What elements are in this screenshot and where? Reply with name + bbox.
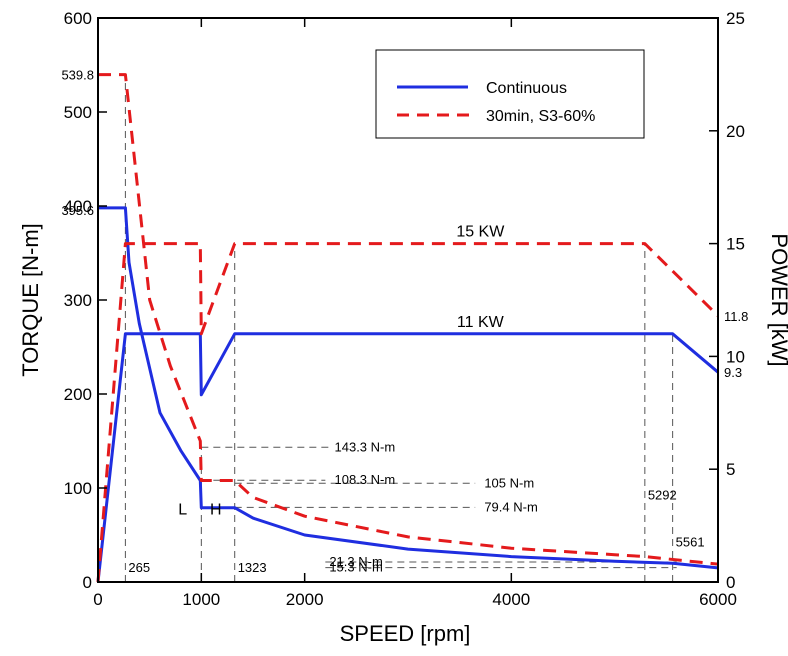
annotation-label: L [178, 501, 187, 518]
annotation-label: 5561 [676, 535, 705, 550]
annotation-label: 15.3 N-m [329, 560, 382, 575]
y-tick-label-right: 20 [726, 122, 745, 141]
y-tick-label-left: 400 [64, 197, 92, 216]
y-axis-title-left: TORQUE [N-m] [18, 223, 43, 377]
y-tick-label-left: 300 [64, 291, 92, 310]
annotation-label: 108.3 N-m [335, 472, 396, 487]
annotation-label: 79.4 N-m [484, 499, 537, 514]
annotation-label: 1323 [238, 560, 267, 575]
series-line-power-30min [96, 242, 720, 583]
y-tick-label-right: 0 [726, 573, 735, 592]
legend-label-30min: 30min, S3-60% [486, 108, 595, 125]
y-tick-label-right: 5 [726, 460, 735, 479]
tick-marks: 0 1000 2000 4000 600001002003004005006000510… [64, 9, 745, 609]
series-line-torque-30min [98, 73, 719, 566]
legend-label-continuous: Continuous [486, 80, 567, 97]
y-tick-label-left: 600 [64, 9, 92, 28]
series-line-power-continuous [96, 332, 719, 583]
annotation-label: 143.3 N-m [335, 439, 396, 454]
x-axis-title: SPEED [rpm] [340, 621, 471, 646]
x-tick-label: 6000 [699, 590, 737, 609]
annotation-label: 395.6 [61, 203, 94, 218]
y-tick-label-left: 200 [64, 385, 92, 404]
annotation-label: 265 [128, 560, 150, 575]
x-tick-label: 2000 [286, 590, 324, 609]
reference-lines [124, 74, 677, 582]
annotation-label: 11.8 [724, 309, 748, 324]
annotation-label: 15 KW [456, 224, 505, 241]
y-tick-label-left: 500 [64, 103, 92, 122]
legend-box [375, 49, 645, 139]
annotation-label: 21.3 N-m [329, 554, 382, 569]
annotation-label: 9.3 [724, 365, 742, 380]
legend: Continuous 30min, S3-60% [375, 49, 645, 139]
y-tick-label-right: 15 [726, 235, 745, 254]
series-line-torque-continuous [98, 206, 719, 570]
series-lines [96, 73, 720, 583]
annotation-label: 105 N-m [484, 475, 534, 490]
y-tick-label-left: 100 [64, 479, 92, 498]
annotation-label: 539.8 [61, 68, 94, 83]
y-tick-label-left: 0 [83, 573, 92, 592]
annotation-label: H [210, 501, 222, 518]
x-tick-label: 0 [93, 590, 102, 609]
y-axis-title-right: POWER [kW] [767, 233, 788, 366]
y-tick-label-right: 25 [726, 9, 745, 28]
annotation-label: 11 KW [457, 314, 505, 331]
x-tick-label: 4000 [492, 590, 530, 609]
annotations: 539.8 395.6 15 KW 11 KW 11.8 9.3 143.3 N-m 108.… [61, 68, 748, 575]
x-tick-label: 1000 [182, 590, 220, 609]
annotation-label: 5292 [648, 488, 677, 503]
y-tick-label-right: 10 [726, 347, 745, 366]
